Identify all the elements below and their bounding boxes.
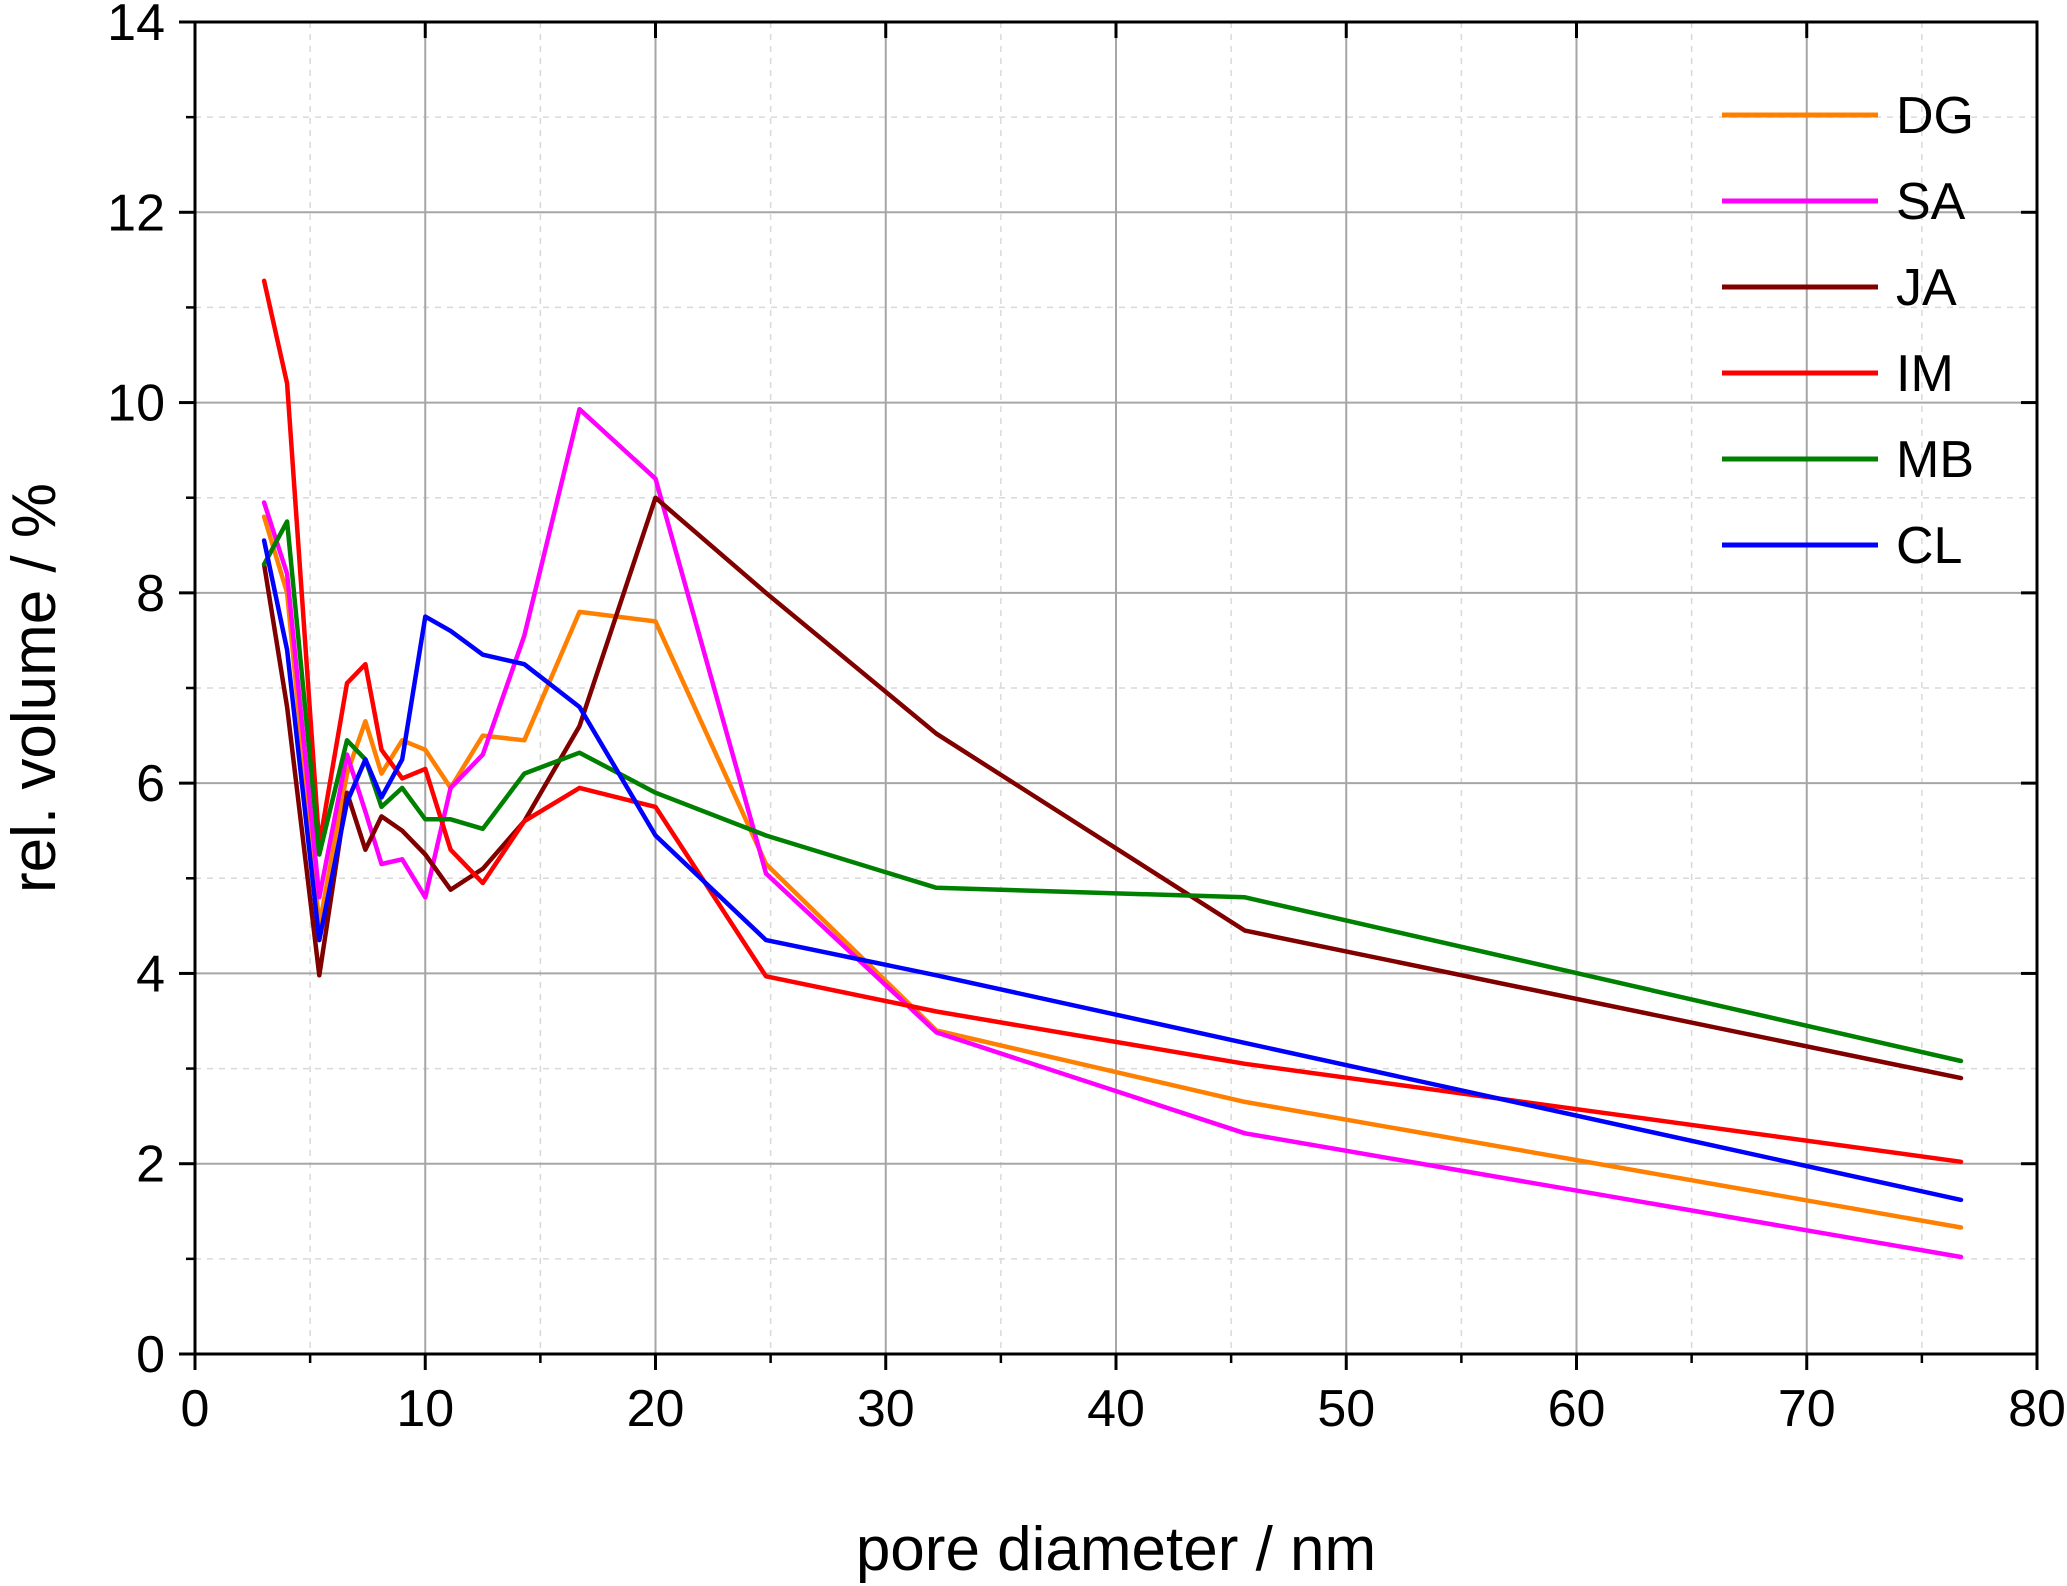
legend-label-sa: SA <box>1896 173 1966 231</box>
legend-label-mb: MB <box>1896 431 1974 489</box>
x-tick-label: 20 <box>627 1380 685 1438</box>
y-axis-label: rel. volume / % <box>0 483 69 893</box>
y-tick-label: 10 <box>107 375 165 433</box>
legend: DG SA JA IM MB CL <box>1722 87 1974 575</box>
x-tick-label: 10 <box>396 1380 454 1438</box>
series-line-cl <box>261 538 1964 1203</box>
axis-ticks <box>179 20 2039 1370</box>
series-line-mb <box>261 519 1964 1064</box>
x-axis-label: pore diameter / nm <box>856 1515 1376 1584</box>
y-tick-label: 2 <box>136 1136 165 1194</box>
y-tick-label: 8 <box>136 565 165 623</box>
y-tick-label: 0 <box>136 1326 165 1384</box>
x-tick-label: 0 <box>181 1380 210 1438</box>
y-tick-label: 14 <box>107 0 165 52</box>
legend-label-im: IM <box>1896 345 1954 403</box>
grid <box>195 22 2037 1354</box>
x-tick-label: 60 <box>1548 1380 1606 1438</box>
legend-label-dg: DG <box>1896 87 1974 145</box>
series-line-im <box>261 278 1964 1165</box>
series-layer <box>261 278 1964 1260</box>
x-tick-label: 40 <box>1087 1380 1145 1438</box>
legend-label-cl: CL <box>1896 517 1962 575</box>
tick-labels: 0 10 20 30 40 50 60 70 80 0 2 4 6 8 10 12 14 <box>107 0 2066 1438</box>
y-tick-label: 12 <box>107 184 165 242</box>
y-tick-label: 4 <box>136 945 165 1003</box>
y-tick-label: 6 <box>136 755 165 813</box>
x-tick-label: 30 <box>857 1380 915 1438</box>
x-tick-label: 50 <box>1317 1380 1375 1438</box>
legend-label-ja: JA <box>1896 259 1957 317</box>
x-tick-label: 80 <box>2008 1380 2066 1438</box>
x-tick-label: 70 <box>1778 1380 1836 1438</box>
series-line-sa <box>261 406 1964 1260</box>
